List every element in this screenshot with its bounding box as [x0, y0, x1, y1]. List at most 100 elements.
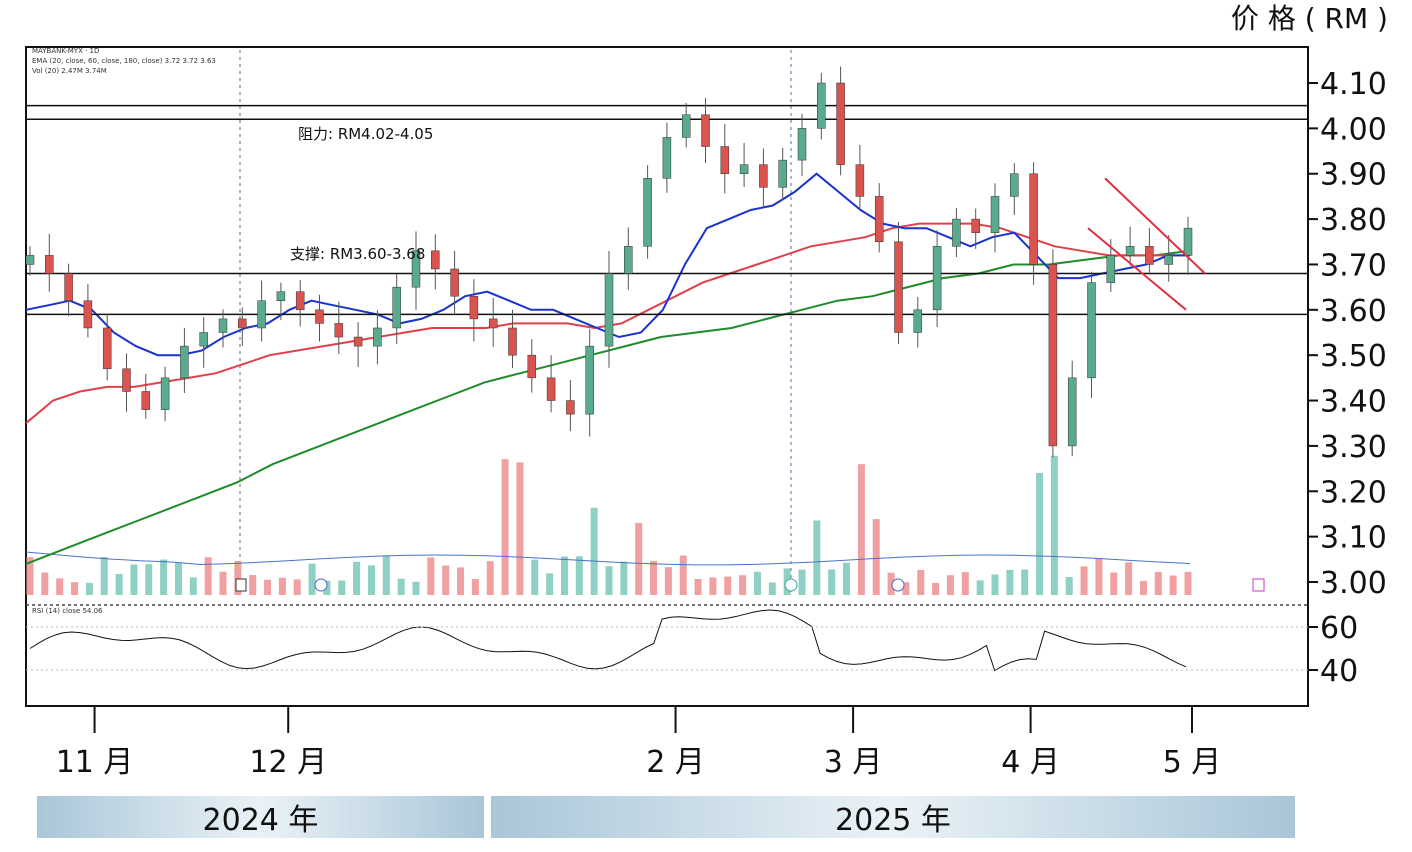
candle-body	[546, 377, 556, 401]
candle-body	[141, 391, 151, 410]
candle-body	[1183, 227, 1193, 256]
candle-body	[353, 336, 363, 347]
volume-bar	[189, 577, 197, 595]
volume-bar	[709, 577, 717, 595]
volume-bar	[457, 567, 465, 595]
y-tick-label: 3.70	[1320, 248, 1387, 283]
volume-bar	[338, 580, 346, 595]
candle-body	[1048, 264, 1058, 447]
volume-bar	[115, 573, 123, 595]
volume-bar	[486, 561, 494, 595]
volume-bar	[130, 564, 138, 595]
candle-body	[238, 318, 247, 329]
volume-bar	[1036, 472, 1044, 595]
legend-line-1: MAYBANK-MYX · 1D	[32, 47, 99, 55]
volume-bar	[590, 507, 598, 595]
volume-bar	[768, 582, 776, 595]
candle-body	[662, 137, 672, 179]
x-tick-label: 5 月	[1163, 745, 1222, 780]
volume-bar	[85, 582, 93, 595]
candle-body	[1067, 377, 1077, 447]
volume-bar	[1139, 580, 1147, 595]
volume-bar	[501, 459, 509, 595]
volume-bar	[100, 557, 108, 595]
volume-bar	[174, 562, 182, 595]
volume-bar	[946, 575, 954, 595]
volume-bar	[902, 582, 910, 595]
volume-bar	[471, 579, 479, 595]
candle-body	[276, 291, 286, 301]
volume-bar	[753, 571, 761, 595]
volume-ma-line	[25, 551, 1191, 566]
candle-body	[334, 323, 344, 338]
volume-bar	[1125, 562, 1133, 595]
y-tick-label: 3.20	[1320, 475, 1387, 510]
candle-body	[855, 164, 865, 197]
x-tick-label: 11 月	[56, 745, 134, 780]
candle-body	[894, 241, 903, 333]
volume-bar	[26, 557, 34, 595]
y-tick-label: 3.00	[1320, 566, 1387, 601]
volume-bar	[739, 575, 747, 595]
candle-body	[295, 291, 305, 311]
volume-bar	[635, 522, 643, 595]
legend-line-2: EMA (20, close, 60, close, 180, close) 3…	[32, 57, 216, 65]
y-tick-label: 3.60	[1320, 294, 1387, 329]
volume-bar	[1169, 575, 1177, 595]
volume-bar	[204, 557, 212, 595]
volume-bar	[679, 555, 687, 595]
candle-body	[1010, 173, 1019, 197]
volume-bar	[308, 563, 316, 595]
candle-body	[431, 250, 440, 270]
volume-bar	[991, 574, 999, 595]
volume-bar	[382, 555, 390, 595]
candle-body	[160, 377, 170, 410]
volume-bar	[560, 556, 568, 595]
volume-bar	[1006, 569, 1014, 595]
candle-body	[990, 196, 1000, 233]
volume-bar	[961, 572, 969, 595]
y-tick-label: 3.90	[1320, 158, 1387, 193]
volume-bar	[1095, 558, 1103, 595]
volume-bar	[694, 578, 702, 595]
trend-line-lower	[1087, 227, 1187, 311]
volume-bar	[1065, 577, 1073, 595]
candle-body	[392, 286, 401, 329]
candle-body	[759, 164, 768, 188]
candle-body	[64, 273, 73, 301]
x-tick-label: 3 月	[824, 745, 883, 780]
candle-body	[1145, 246, 1154, 265]
candle-body	[122, 368, 131, 392]
volume-bar	[516, 462, 524, 595]
candle-body	[411, 250, 421, 288]
candle-body	[778, 159, 787, 188]
rsi-tick-label: 60	[1320, 611, 1358, 646]
y-tick-label: 3.40	[1320, 385, 1387, 420]
volume-bar	[828, 569, 836, 595]
volume-bar	[650, 560, 658, 595]
candle-body	[199, 332, 208, 347]
y-tick-label: 3.30	[1320, 430, 1387, 465]
candle-body	[218, 318, 228, 333]
y-tick-label: 4.00	[1320, 112, 1387, 147]
volume-bar	[278, 577, 286, 595]
dividend-marker-2	[891, 578, 905, 592]
candle-body	[566, 400, 575, 415]
candle-body	[681, 114, 691, 138]
candle-body	[83, 300, 93, 329]
candle-body	[1029, 173, 1038, 265]
event-marker-2	[784, 578, 798, 592]
volume-bar	[798, 569, 806, 595]
candle-body	[913, 309, 923, 333]
y-tick-label: 3.80	[1320, 203, 1387, 238]
candle-body	[315, 309, 324, 324]
volume-bar	[1021, 569, 1029, 595]
x-tick-label: 4 月	[1001, 745, 1060, 780]
candle-body	[527, 354, 537, 379]
volume-bar	[145, 564, 153, 595]
y-tick-label: 4.10	[1320, 67, 1387, 102]
volume-bar	[1154, 571, 1162, 595]
candle-body	[874, 196, 884, 243]
candle-body	[45, 255, 54, 274]
candle-body	[373, 327, 382, 347]
